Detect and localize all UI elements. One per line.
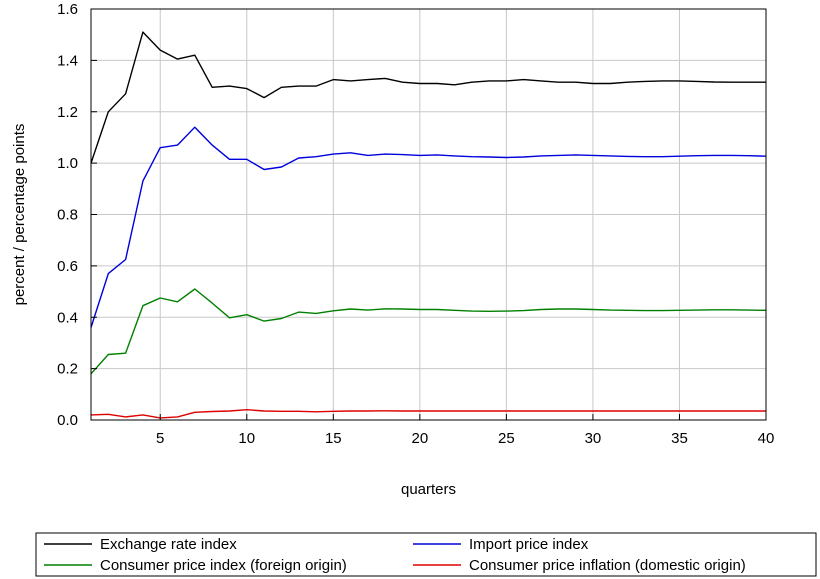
y-axis: 0.0 0.2 0.4 0.6 0.8 1.0 1.2 1.4 1.6 (57, 1, 97, 429)
legend-label: Consumer price inflation (domestic origi… (469, 557, 746, 574)
x-tick-label: 5 (156, 430, 164, 447)
x-tick-label: 20 (412, 430, 429, 447)
y-tick-label: 0.4 (57, 309, 78, 326)
y-axis-title: percent / percentage points (11, 124, 28, 306)
legend-label: Exchange rate index (100, 536, 237, 553)
y-tick-label: 1.0 (57, 155, 78, 172)
y-tick-label: 0.8 (57, 207, 78, 224)
y-tick-label: 0.2 (57, 361, 78, 378)
series-line (90, 126, 767, 328)
x-tick-label: 15 (325, 430, 342, 447)
x-tick-label: 30 (585, 430, 602, 447)
y-tick-label: 0.6 (57, 258, 78, 275)
y-tick-label: 0.0 (57, 412, 78, 429)
y-tick-label: 1.4 (57, 52, 78, 69)
legend-label: Import price index (469, 536, 589, 553)
x-tick-label: 10 (238, 430, 255, 447)
series-line (90, 409, 766, 419)
legend-label: Consumer price index (foreign origin) (100, 557, 347, 574)
y-tick-label: 1.6 (57, 1, 78, 18)
x-tick-label: 25 (498, 430, 515, 447)
x-tick-label: 40 (758, 430, 775, 447)
x-axis: 5 10 15 20 25 30 35 40 (156, 414, 774, 447)
x-axis-title: quarters (401, 481, 456, 498)
series-line (90, 31, 766, 164)
y-tick-label: 1.2 (57, 104, 78, 121)
x-tick-label: 35 (671, 430, 688, 447)
legend: Exchange rate index Import price index Con… (35, 532, 817, 577)
series-line (90, 288, 767, 375)
legend-box (35, 532, 817, 577)
series-layer (90, 31, 767, 419)
